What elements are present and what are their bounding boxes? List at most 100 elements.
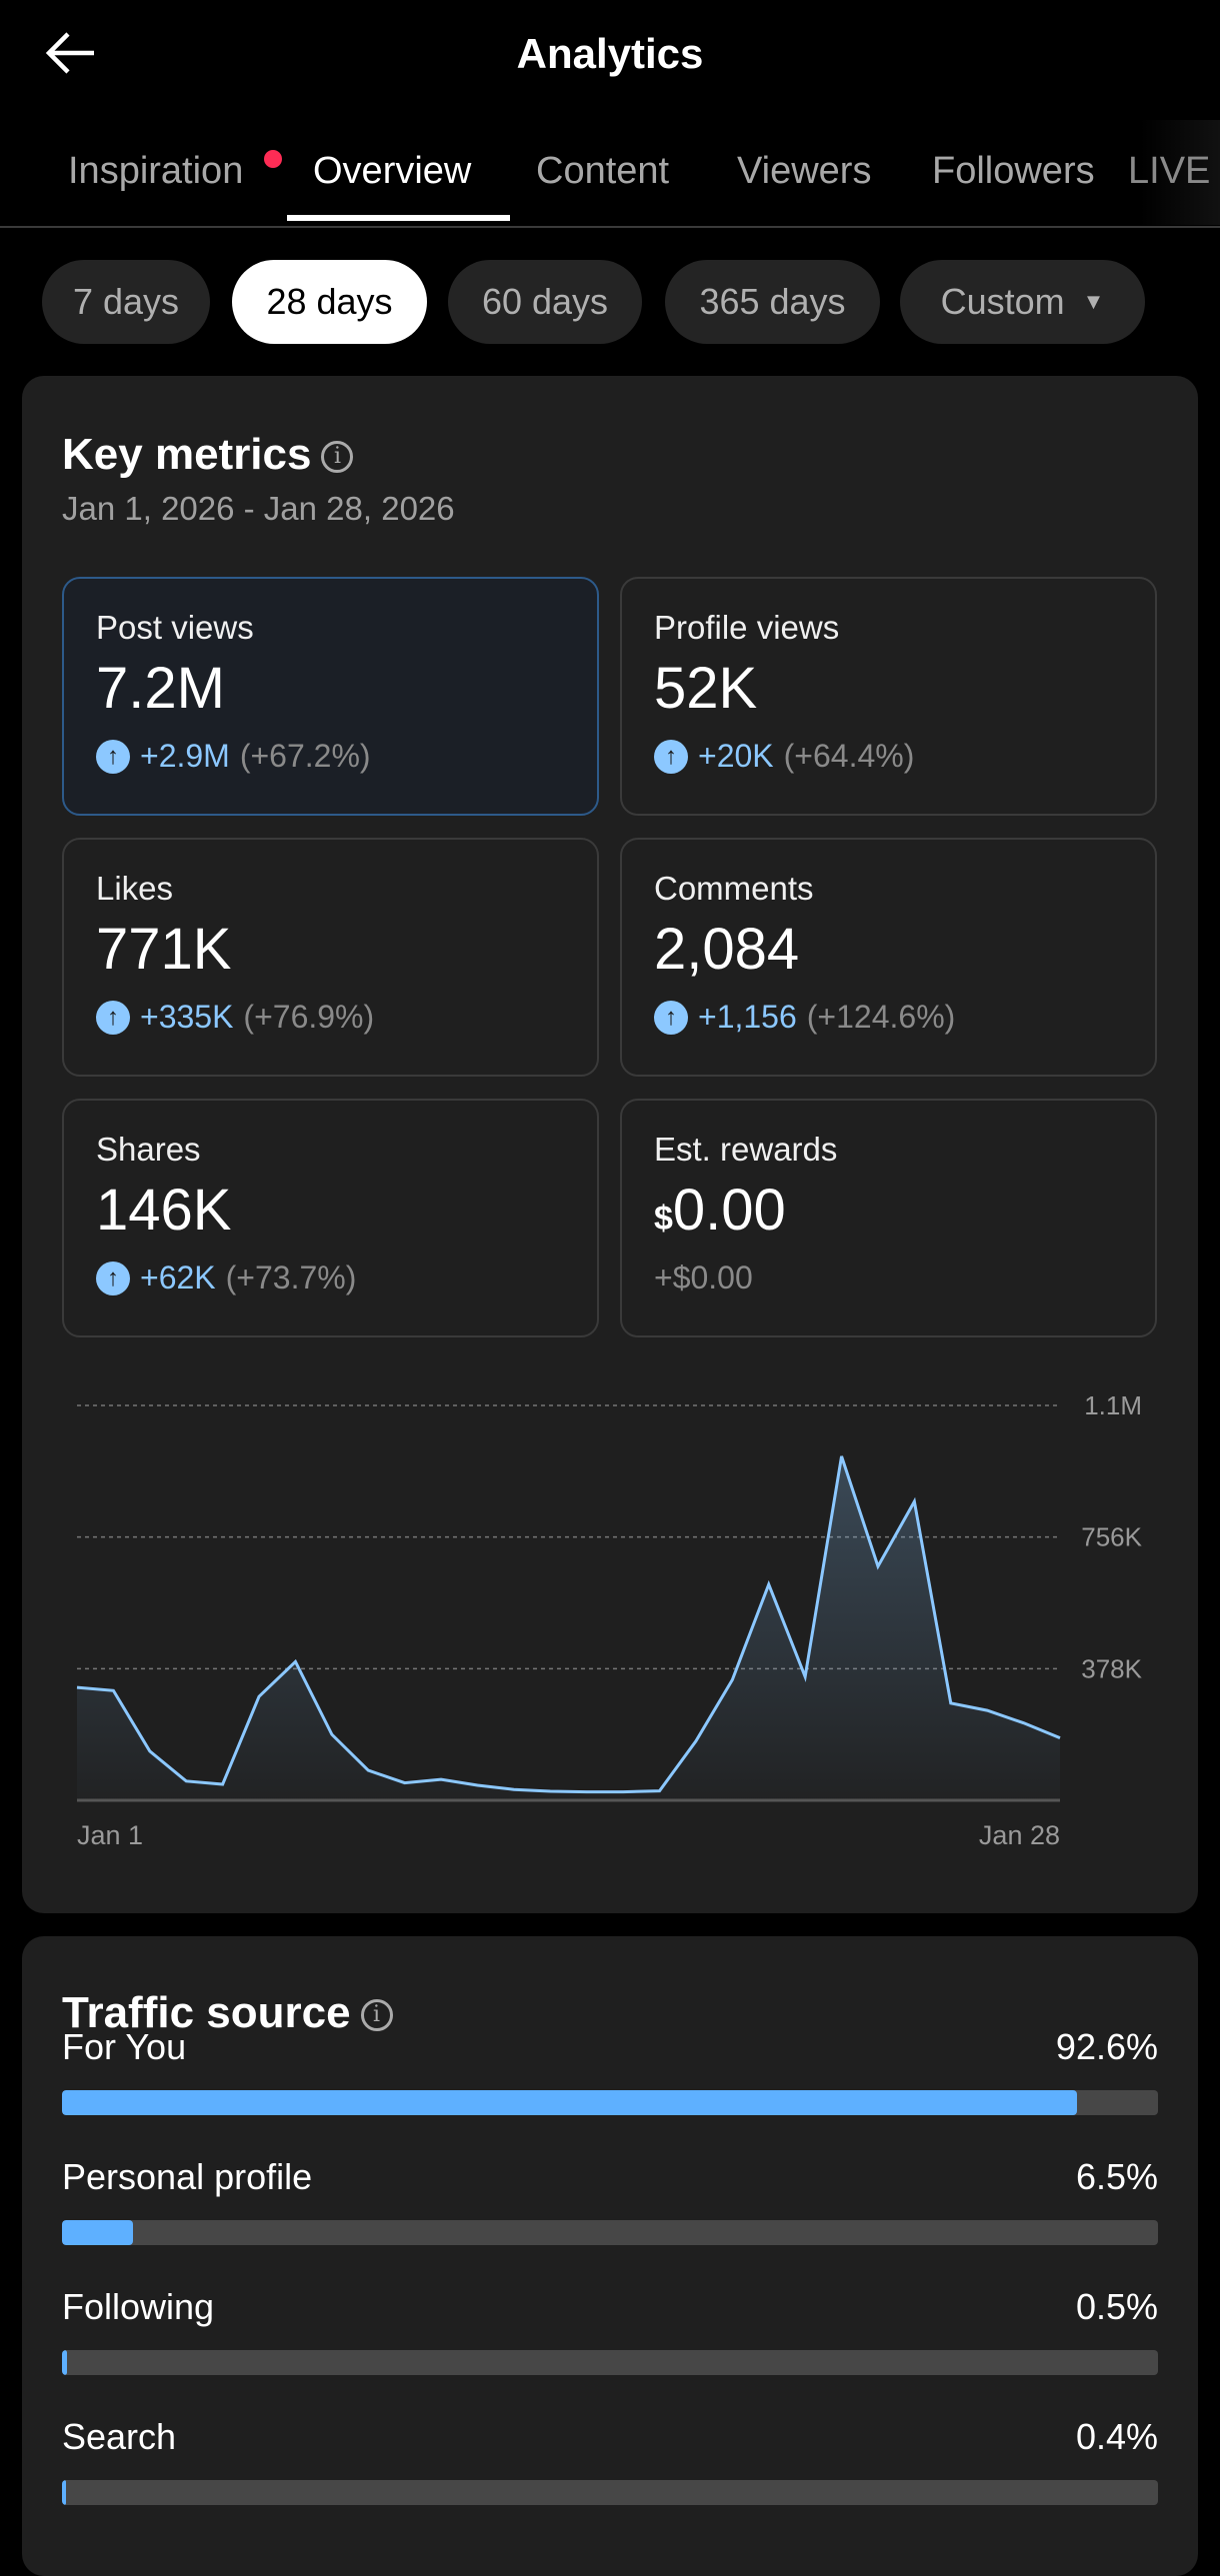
delta-value: +1,156 xyxy=(698,999,797,1036)
traffic-bar xyxy=(62,2090,1158,2115)
traffic-bar-fill xyxy=(62,2350,67,2375)
range-28-days[interactable]: 28 days xyxy=(232,260,427,344)
metric-delta: ↑ +20K (+64.4%) xyxy=(654,738,1123,775)
traffic-bar xyxy=(62,2480,1158,2505)
range-7-days[interactable]: 7 days xyxy=(42,260,210,344)
metric-label: Likes xyxy=(96,870,565,908)
tab-live[interactable]: LIVE xyxy=(1128,150,1210,193)
traffic-bar-fill xyxy=(62,2090,1077,2115)
info-icon[interactable]: i xyxy=(321,441,353,473)
traffic-bar-fill xyxy=(62,2480,66,2505)
range-label: 7 days xyxy=(73,281,179,323)
delta-value: +62K xyxy=(140,1260,216,1296)
tab-divider xyxy=(0,226,1220,228)
x-tick-label: Jan 28 xyxy=(979,1820,1060,1850)
date-range: Jan 1, 2026 - Jan 28, 2026 xyxy=(62,490,455,528)
traffic-label: Search xyxy=(62,2416,176,2458)
delta-value: +20K xyxy=(698,738,774,775)
delta-value: +335K xyxy=(140,999,233,1036)
area-fill xyxy=(77,1456,1060,1800)
tab-followers[interactable]: Followers xyxy=(932,150,1095,193)
range-label: 28 days xyxy=(266,281,392,323)
notification-dot xyxy=(264,150,282,168)
metric-value: $0.00 xyxy=(654,1177,1123,1244)
metric-label: Est. rewards xyxy=(654,1131,1123,1169)
active-tab-indicator xyxy=(287,215,510,221)
metric-card-shares[interactable]: Shares 146K ↑ +62K (+73.7%) xyxy=(62,1099,599,1337)
metric-value-text: 52K xyxy=(654,656,757,721)
y-tick-label: 1.1M xyxy=(1084,1390,1142,1420)
metric-value-text: 0.00 xyxy=(673,1178,786,1243)
metric-label: Post views xyxy=(96,609,565,647)
tab-viewers[interactable]: Viewers xyxy=(737,150,871,193)
tab-inspiration[interactable]: Inspiration xyxy=(68,150,243,193)
delta-percent: (+64.4%) xyxy=(784,738,915,775)
traffic-label: For You xyxy=(62,2026,186,2068)
traffic-bar xyxy=(62,2350,1158,2375)
metric-card-profile-views[interactable]: Profile views 52K ↑ +20K (+64.4%) xyxy=(620,577,1157,816)
metric-delta: ↑ +335K (+76.9%) xyxy=(96,999,565,1036)
y-tick-label: 378K xyxy=(1081,1653,1142,1683)
range-label: 60 days xyxy=(482,281,608,323)
page-title: Analytics xyxy=(0,30,1220,78)
traffic-row: Following 0.5% xyxy=(62,2286,1158,2375)
arrow-up-circle-icon: ↑ xyxy=(654,1001,688,1035)
arrow-up-circle-icon: ↑ xyxy=(96,1262,130,1295)
metric-value: 771K xyxy=(96,916,565,983)
traffic-bar xyxy=(62,2220,1158,2245)
traffic-row: Personal profile 6.5% xyxy=(62,2156,1158,2245)
traffic-row: Search 0.4% xyxy=(62,2416,1158,2505)
x-tick-label: Jan 1 xyxy=(77,1820,143,1850)
metric-delta: ↑ +2.9M (+67.2%) xyxy=(96,738,565,775)
metric-value: 7.2M xyxy=(96,655,565,722)
range-365-days[interactable]: 365 days xyxy=(665,260,880,344)
range-custom-dropdown[interactable]: Custom ▼ xyxy=(900,260,1145,344)
metric-value-text: 2,084 xyxy=(654,917,799,982)
key-metrics-heading: Key metrics i xyxy=(62,430,353,480)
metric-delta: ↑ +62K (+73.7%) xyxy=(96,1260,565,1296)
post-views-chart: 378K 756K 1.1M Jan 1 Jan 28 xyxy=(0,1379,1220,1859)
metric-label: Shares xyxy=(96,1131,565,1169)
delta-percent: (+124.6%) xyxy=(807,999,956,1036)
delta-percent: (+67.2%) xyxy=(240,738,371,775)
metric-label: Comments xyxy=(654,870,1123,908)
traffic-percent: 92.6% xyxy=(1056,2026,1158,2068)
tab-overview[interactable]: Overview xyxy=(313,150,471,193)
traffic-label: Following xyxy=(62,2286,214,2328)
metric-value-text: 771K xyxy=(96,917,231,982)
metric-delta: ↑ +1,156 (+124.6%) xyxy=(654,999,1123,1036)
tab-content[interactable]: Content xyxy=(536,150,669,193)
traffic-label: Personal profile xyxy=(62,2156,312,2198)
delta-value: +2.9M xyxy=(140,738,230,775)
delta-value: +$0.00 xyxy=(654,1260,753,1296)
metric-card-likes[interactable]: Likes 771K ↑ +335K (+76.9%) xyxy=(62,838,599,1077)
metric-value-text: 146K xyxy=(96,1178,231,1243)
arrow-up-circle-icon: ↑ xyxy=(96,740,130,774)
traffic-percent: 0.4% xyxy=(1076,2416,1158,2458)
metric-label: Profile views xyxy=(654,609,1123,647)
metric-card-post-views[interactable]: Post views 7.2M ↑ +2.9M (+67.2%) xyxy=(62,577,599,816)
key-metrics-title: Key metrics xyxy=(62,430,311,479)
traffic-percent: 6.5% xyxy=(1076,2156,1158,2198)
delta-percent: (+73.7%) xyxy=(226,1260,357,1296)
traffic-row: For You 92.6% xyxy=(62,2026,1158,2115)
currency-symbol: $ xyxy=(654,1200,673,1238)
range-label: Custom xyxy=(941,281,1065,323)
metric-delta: +$0.00 xyxy=(654,1260,1123,1296)
range-60-days[interactable]: 60 days xyxy=(448,260,642,344)
metric-card-est-rewards[interactable]: Est. rewards $0.00 +$0.00 xyxy=(620,1099,1157,1337)
y-tick-label: 756K xyxy=(1081,1522,1142,1552)
delta-percent: (+76.9%) xyxy=(243,999,374,1036)
caret-down-icon: ▼ xyxy=(1083,289,1105,315)
arrow-up-circle-icon: ↑ xyxy=(96,1001,130,1035)
range-label: 365 days xyxy=(699,281,845,323)
traffic-bar-fill xyxy=(62,2220,133,2245)
traffic-percent: 0.5% xyxy=(1076,2286,1158,2328)
metric-value: 146K xyxy=(96,1177,565,1244)
arrow-up-circle-icon: ↑ xyxy=(654,740,688,774)
metric-card-comments[interactable]: Comments 2,084 ↑ +1,156 (+124.6%) xyxy=(620,838,1157,1077)
metric-value: 2,084 xyxy=(654,916,1123,983)
metric-value: 52K xyxy=(654,655,1123,722)
metric-value-text: 7.2M xyxy=(96,656,225,721)
